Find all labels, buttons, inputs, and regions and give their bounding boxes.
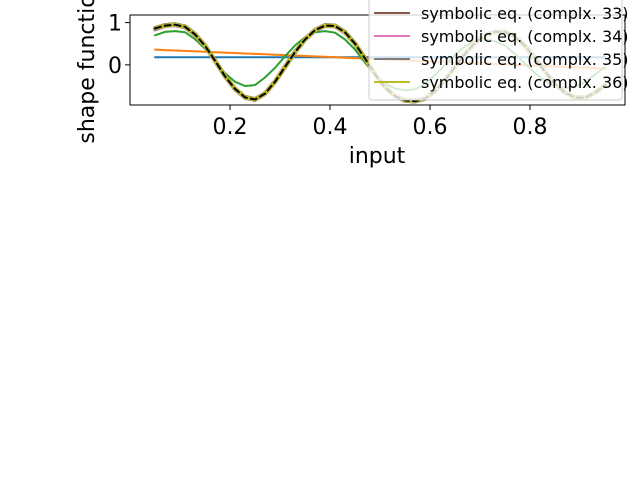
x-tick-label: 0.6 bbox=[413, 115, 448, 140]
ticks-layer: 0.2 0.4 0.6 0.8 0 1 bbox=[108, 12, 548, 140]
x-tick-label: 0.4 bbox=[313, 115, 348, 140]
y-tick-label: 0 bbox=[108, 54, 122, 79]
legend: symbolic eq. (complx. 33) symbolic eq. (c… bbox=[368, 0, 629, 101]
legend-label: symbolic eq. (complx. 33) bbox=[421, 4, 629, 23]
x-tick-label: 0.2 bbox=[213, 115, 248, 140]
x-axis-label: input bbox=[349, 144, 406, 169]
legend-label: symbolic eq. (complx. 34) bbox=[421, 27, 629, 46]
y-tick-label: 1 bbox=[108, 12, 122, 37]
x-tick-label: 0.8 bbox=[513, 115, 548, 140]
legend-box bbox=[368, 0, 623, 101]
legend-label: symbolic eq. (complx. 35) bbox=[421, 50, 629, 69]
y-axis-label: shape function bbox=[75, 0, 100, 144]
legend-label: symbolic eq. (complx. 36) bbox=[421, 73, 629, 92]
